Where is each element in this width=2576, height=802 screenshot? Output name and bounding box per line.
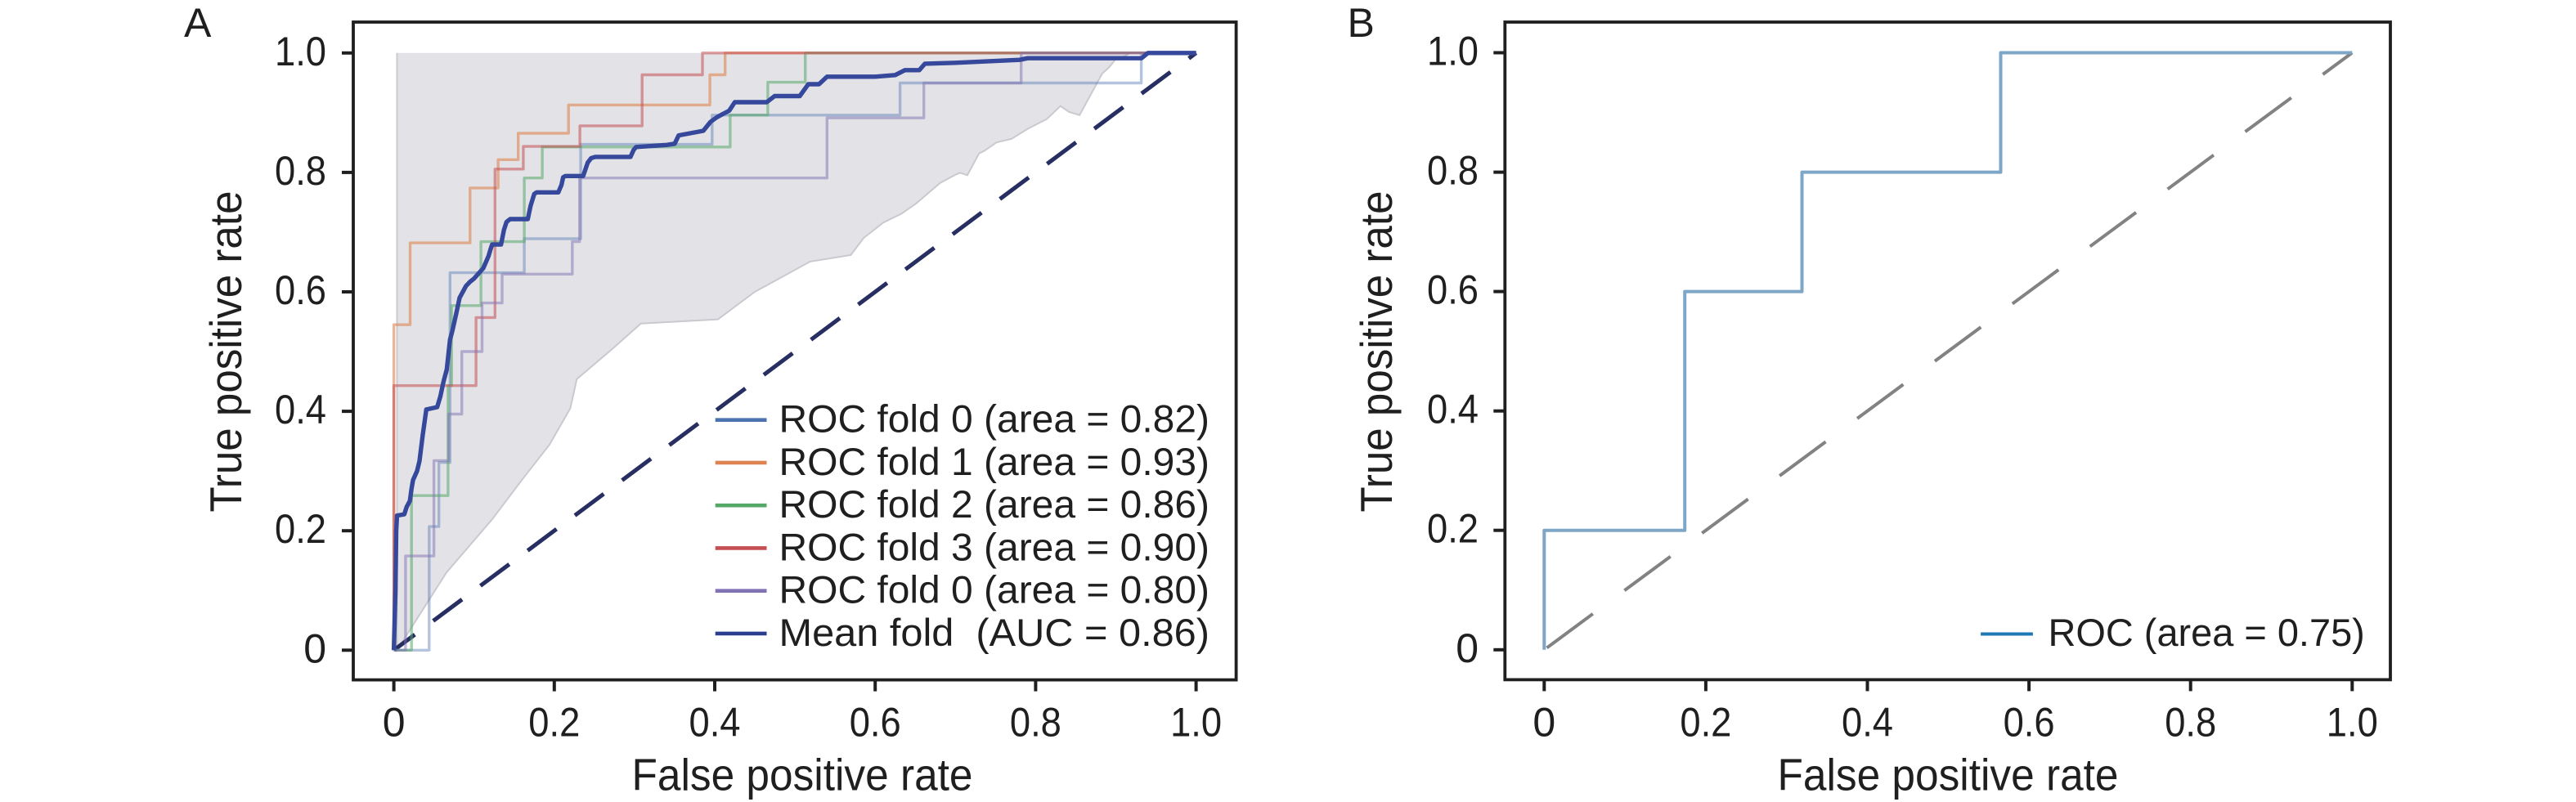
svg-text:ROC (area = 0.75): ROC (area = 0.75) bbox=[2049, 611, 2365, 654]
svg-text:True positive rate: True positive rate bbox=[1351, 191, 1402, 513]
svg-text:0.6: 0.6 bbox=[275, 267, 326, 313]
svg-text:0: 0 bbox=[1533, 700, 1555, 746]
svg-text:0.8: 0.8 bbox=[1010, 700, 1061, 746]
svg-text:1.0: 1.0 bbox=[1427, 29, 1479, 74]
svg-text:A: A bbox=[184, 0, 212, 46]
svg-text:ROC fold 0 (area = 0.82): ROC fold 0 (area = 0.82) bbox=[779, 397, 1210, 441]
svg-text:0.8: 0.8 bbox=[1427, 148, 1479, 194]
svg-text:0.2: 0.2 bbox=[275, 506, 326, 552]
svg-text:1.0: 1.0 bbox=[1170, 700, 1222, 746]
svg-text:0.6: 0.6 bbox=[850, 700, 901, 746]
svg-text:ROC fold 2 (area = 0.86): ROC fold 2 (area = 0.86) bbox=[779, 482, 1210, 526]
svg-text:0.4: 0.4 bbox=[275, 387, 326, 432]
svg-text:0.2: 0.2 bbox=[1427, 506, 1479, 552]
svg-text:0.8: 0.8 bbox=[275, 148, 326, 194]
svg-text:ROC fold 3 (area = 0.90): ROC fold 3 (area = 0.90) bbox=[779, 525, 1210, 568]
svg-text:0.2: 0.2 bbox=[528, 700, 580, 746]
svg-text:0.8: 0.8 bbox=[2165, 700, 2216, 746]
svg-text:0: 0 bbox=[383, 700, 406, 746]
svg-text:0: 0 bbox=[303, 625, 326, 671]
svg-text:0.6: 0.6 bbox=[2004, 700, 2055, 746]
svg-text:True positive rate: True positive rate bbox=[200, 191, 251, 513]
svg-text:ROC fold 0 (area = 0.80): ROC fold 0 (area = 0.80) bbox=[779, 568, 1210, 612]
svg-text:False positive rate: False positive rate bbox=[1778, 749, 2119, 800]
svg-text:0.4: 0.4 bbox=[1427, 387, 1479, 432]
svg-text:1.0: 1.0 bbox=[275, 29, 326, 74]
svg-text:B: B bbox=[1348, 0, 1375, 46]
svg-text:1.0: 1.0 bbox=[2327, 700, 2378, 746]
svg-text:0.4: 0.4 bbox=[1842, 700, 1893, 746]
svg-text:0.4: 0.4 bbox=[689, 700, 741, 746]
svg-text:ROC fold 1 (area = 0.93): ROC fold 1 (area = 0.93) bbox=[779, 440, 1210, 483]
svg-text:0.2: 0.2 bbox=[1680, 700, 1731, 746]
svg-text:False positive rate: False positive rate bbox=[632, 749, 973, 800]
svg-text:Mean fold (AUC = 0.86): Mean fold (AUC = 0.86) bbox=[779, 611, 1210, 654]
svg-text:0.6: 0.6 bbox=[1427, 267, 1479, 313]
svg-text:0: 0 bbox=[1456, 625, 1479, 671]
